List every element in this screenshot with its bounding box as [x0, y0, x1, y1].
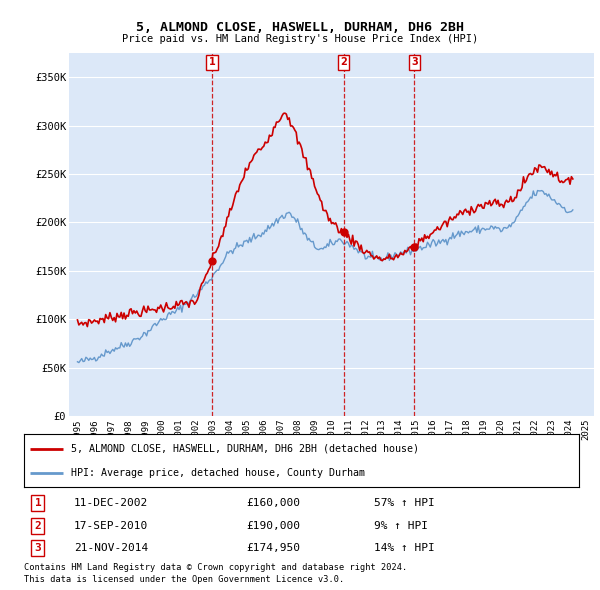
- Text: 11-DEC-2002: 11-DEC-2002: [74, 499, 148, 508]
- Text: 2: 2: [340, 57, 347, 67]
- Text: 14% ↑ HPI: 14% ↑ HPI: [374, 543, 434, 553]
- Text: 17-SEP-2010: 17-SEP-2010: [74, 520, 148, 530]
- Text: £174,950: £174,950: [246, 543, 300, 553]
- Text: £160,000: £160,000: [246, 499, 300, 508]
- Text: 5, ALMOND CLOSE, HASWELL, DURHAM, DH6 2BH: 5, ALMOND CLOSE, HASWELL, DURHAM, DH6 2B…: [136, 21, 464, 34]
- Text: 2: 2: [35, 520, 41, 530]
- Text: 57% ↑ HPI: 57% ↑ HPI: [374, 499, 434, 508]
- Text: 9% ↑ HPI: 9% ↑ HPI: [374, 520, 428, 530]
- Text: 1: 1: [35, 499, 41, 508]
- Text: Price paid vs. HM Land Registry's House Price Index (HPI): Price paid vs. HM Land Registry's House …: [122, 34, 478, 44]
- Text: Contains HM Land Registry data © Crown copyright and database right 2024.: Contains HM Land Registry data © Crown c…: [24, 563, 407, 572]
- Text: 5, ALMOND CLOSE, HASWELL, DURHAM, DH6 2BH (detached house): 5, ALMOND CLOSE, HASWELL, DURHAM, DH6 2B…: [71, 444, 419, 454]
- Text: This data is licensed under the Open Government Licence v3.0.: This data is licensed under the Open Gov…: [24, 575, 344, 584]
- Text: £190,000: £190,000: [246, 520, 300, 530]
- Text: 3: 3: [411, 57, 418, 67]
- Text: 3: 3: [35, 543, 41, 553]
- Text: HPI: Average price, detached house, County Durham: HPI: Average price, detached house, Coun…: [71, 468, 365, 478]
- Text: 1: 1: [209, 57, 215, 67]
- Text: 21-NOV-2014: 21-NOV-2014: [74, 543, 148, 553]
